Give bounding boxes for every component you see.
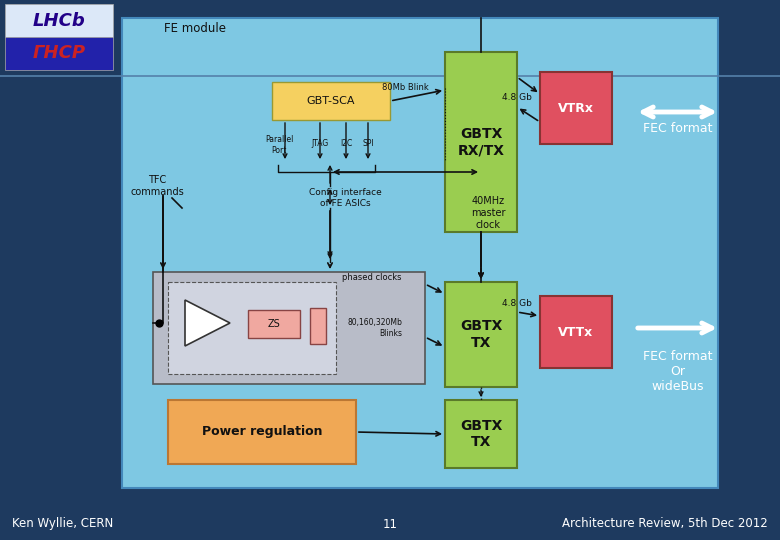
Text: phased clocks: phased clocks — [342, 273, 402, 281]
Text: 80Mb Blink: 80Mb Blink — [381, 83, 428, 91]
Text: Ken Wyllie, CERN: Ken Wyllie, CERN — [12, 517, 113, 530]
Text: Parallel
Port: Parallel Port — [265, 136, 293, 154]
Text: 80,160,320Mb
Blinks: 80,160,320Mb Blinks — [347, 318, 402, 338]
Text: LHCb: LHCb — [33, 12, 85, 30]
FancyBboxPatch shape — [445, 282, 517, 387]
Text: ZS: ZS — [268, 319, 280, 329]
Text: VTTx: VTTx — [558, 326, 594, 339]
Text: 11: 11 — [382, 517, 398, 530]
Text: VTRx: VTRx — [558, 102, 594, 114]
Polygon shape — [185, 300, 230, 346]
FancyBboxPatch shape — [310, 308, 326, 344]
Text: GBTX
RX/TX: GBTX RX/TX — [458, 127, 505, 157]
Text: FEC format: FEC format — [643, 122, 712, 134]
Text: ΓHCΡ: ΓHCΡ — [33, 44, 86, 62]
FancyBboxPatch shape — [540, 296, 612, 368]
Text: GBT-SCA: GBT-SCA — [307, 96, 355, 106]
FancyBboxPatch shape — [122, 18, 718, 488]
Text: GBTX
TX: GBTX TX — [460, 419, 502, 449]
FancyBboxPatch shape — [445, 52, 517, 232]
Text: Config interface
of FE ASICs: Config interface of FE ASICs — [309, 188, 381, 208]
FancyBboxPatch shape — [168, 400, 356, 464]
FancyBboxPatch shape — [248, 310, 300, 338]
FancyBboxPatch shape — [540, 72, 612, 144]
Text: TFC
commands: TFC commands — [130, 175, 184, 197]
FancyBboxPatch shape — [445, 400, 517, 468]
FancyBboxPatch shape — [5, 4, 113, 37]
Text: FE module: FE module — [164, 23, 226, 36]
FancyBboxPatch shape — [153, 272, 425, 384]
FancyBboxPatch shape — [5, 37, 113, 70]
FancyBboxPatch shape — [272, 82, 390, 120]
Text: 4.8 Gb: 4.8 Gb — [502, 299, 532, 307]
FancyBboxPatch shape — [168, 282, 336, 374]
Text: Architecture Review, 5th Dec 2012: Architecture Review, 5th Dec 2012 — [562, 517, 768, 530]
Text: 40MHz
master
clock: 40MHz master clock — [471, 197, 505, 230]
Text: I2C: I2C — [340, 138, 352, 147]
Text: SPI: SPI — [362, 138, 374, 147]
Text: GBTX
TX: GBTX TX — [460, 319, 502, 349]
Text: 4.8 Gb: 4.8 Gb — [502, 93, 532, 103]
Text: JTAG: JTAG — [311, 138, 328, 147]
Text: FEC format
Or
wideBus: FEC format Or wideBus — [643, 350, 712, 393]
Text: Power regulation: Power regulation — [202, 426, 322, 438]
